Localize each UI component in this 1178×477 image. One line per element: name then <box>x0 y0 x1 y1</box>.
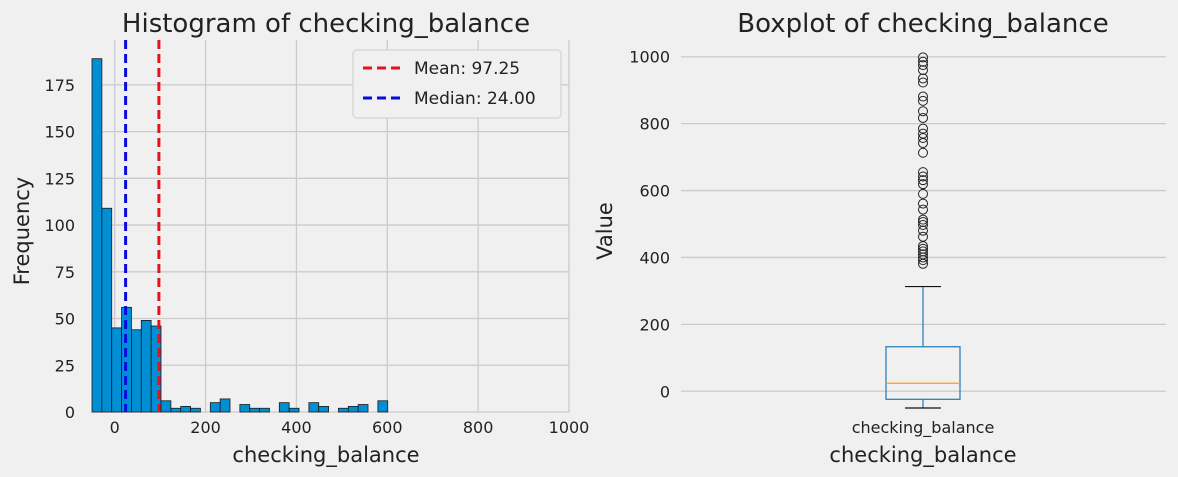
histogram-title: Histogram of checking_balance <box>122 9 530 39</box>
boxplot-outlier-point <box>918 106 928 117</box>
histogram-bar <box>209 402 221 413</box>
boxplot-outlier-point <box>918 56 928 67</box>
boxplot-chart: Boxplot of checking_balance 0 200 400 600 80… <box>593 9 1166 468</box>
boxplot-outlier-point <box>918 198 928 209</box>
histogram-x-tick-label: 200 <box>190 418 221 437</box>
boxplot-title: Boxplot of checking_balance <box>737 9 1108 39</box>
histogram-y-tick-label: 150 <box>44 123 75 142</box>
boxplot-outlier-point <box>918 138 928 149</box>
boxplot-outlier-point <box>918 112 928 123</box>
histogram-bar <box>140 320 152 413</box>
histogram-bar <box>259 407 270 413</box>
histogram-bar <box>338 407 349 413</box>
histogram-y-tick-label: 0 <box>65 403 75 422</box>
histogram-y-tick-label: 50 <box>55 310 75 329</box>
boxplot-y-tick-label: 400 <box>639 248 670 267</box>
boxplot-category-label: checking_balance <box>852 418 995 438</box>
histogram-x-tick-label: 600 <box>372 418 403 437</box>
histogram-bar <box>249 407 260 413</box>
boxplot-outlier-point <box>918 77 928 88</box>
boxplot-y-axis-label: Value <box>593 202 617 260</box>
boxplot-outlier-point <box>918 246 928 257</box>
legend-box <box>352 49 562 119</box>
histogram-bar <box>190 407 201 413</box>
boxplot-y-tick-label: 600 <box>639 182 670 201</box>
histogram-bar <box>347 405 359 413</box>
histogram-bar <box>308 402 320 413</box>
histogram-bar <box>131 329 142 413</box>
histogram-bar <box>111 327 122 413</box>
histogram-bar <box>170 407 182 413</box>
boxplot-box <box>885 285 961 409</box>
boxplot-outlier-point <box>918 179 928 190</box>
histogram-bar <box>219 398 231 413</box>
legend-label-mean: Mean: 97.25 <box>414 59 520 79</box>
histogram-bar <box>288 407 300 413</box>
histogram-bar <box>101 207 113 413</box>
boxplot-y-ticks: 0 200 400 600 800 1000 <box>629 48 670 402</box>
boxplot-outlier-point <box>918 231 928 242</box>
histogram-y-axis-label: Frequency <box>10 177 34 286</box>
histogram-y-tick-label: 175 <box>44 76 75 95</box>
histogram-x-axis-label: checking_balance <box>232 443 419 468</box>
boxplot-y-tick-label: 1000 <box>629 48 670 67</box>
boxplot-outlier-point <box>918 188 928 199</box>
boxplot-outlier-point <box>918 128 928 139</box>
histogram-y-tick-label: 125 <box>44 169 75 188</box>
boxplot-iqr-box <box>885 346 961 400</box>
boxplot-outlier-point <box>918 216 928 227</box>
histogram-y-tick-label: 100 <box>44 216 75 235</box>
histogram-chart: Histogram of checking_balance 0 200 400 600… <box>10 9 589 468</box>
histogram-x-tick-label: 0 <box>110 418 120 437</box>
boxplot-outliers <box>918 52 928 269</box>
boxplot-outlier-point <box>918 73 928 84</box>
histogram-reference-lines <box>124 40 161 412</box>
boxplot-x-axis-label: checking_balance <box>829 443 1016 468</box>
histogram-y-tick-label: 25 <box>55 356 75 375</box>
histogram-bar <box>239 404 251 413</box>
histogram-x-tick-label: 400 <box>281 418 312 437</box>
histogram-x-tick-label: 800 <box>463 418 494 437</box>
histogram-x-tick-label: 1000 <box>549 418 590 437</box>
boxplot-outlier-point <box>918 175 928 186</box>
histogram-bar <box>357 404 369 413</box>
boxplot-outlier-point <box>918 91 928 102</box>
boxplot-outlier-point <box>918 95 928 106</box>
legend-label-median: Median: 24.00 <box>414 89 536 109</box>
histogram-legend: Mean: 97.25 Median: 24.00 <box>352 49 562 119</box>
histogram-bar <box>91 58 103 413</box>
boxplot-outlier-point <box>918 214 928 225</box>
boxplot-outlier-point <box>918 249 928 260</box>
histogram-x-ticks: 0 200 400 600 800 1000 <box>110 418 590 437</box>
boxplot-outlier-point <box>918 219 928 230</box>
boxplot-outlier-point <box>918 65 928 76</box>
histogram-bar <box>377 400 389 413</box>
boxplot-y-tick-label: 0 <box>660 382 670 401</box>
boxplot-outlier-point <box>918 52 928 63</box>
histogram-bar <box>180 405 191 413</box>
histogram-bar <box>318 405 329 413</box>
boxplot-outlier-point <box>918 204 928 215</box>
histogram-bar <box>278 402 290 413</box>
histogram-bar <box>160 400 172 413</box>
boxplot-grid <box>681 56 1166 392</box>
boxplot-outlier-point <box>918 171 928 182</box>
boxplot-outlier-point <box>918 60 928 71</box>
histogram-bars <box>91 58 389 413</box>
boxplot-outlier-point <box>918 243 928 254</box>
histogram-y-ticks: 0 25 50 75 100 125 150 175 <box>44 76 75 422</box>
histogram-bar <box>150 325 162 413</box>
boxplot-outlier-point <box>918 167 928 178</box>
boxplot-outlier-point <box>918 147 928 158</box>
histogram-y-tick-label: 75 <box>55 263 75 282</box>
boxplot-outlier-point <box>918 123 928 134</box>
boxplot-y-tick-label: 200 <box>639 315 670 334</box>
boxplot-y-tick-label: 800 <box>639 115 670 134</box>
